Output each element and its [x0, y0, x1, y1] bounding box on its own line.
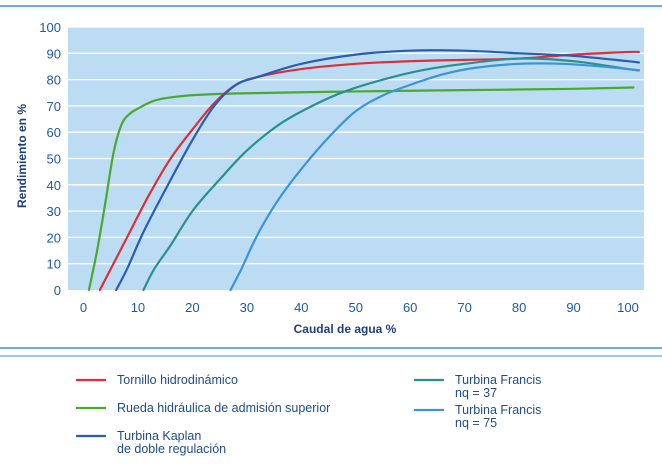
legend-label: nq = 37	[455, 386, 497, 400]
legend-label: Turbina Francis	[455, 403, 541, 417]
x-tick-label: 70	[457, 300, 471, 315]
legend: Tornillo hidrodinámico Rueda hidráulica d…	[76, 373, 541, 456]
y-tick-label: 100	[39, 20, 61, 35]
y-axis-label: Rendimiento en %	[15, 104, 29, 208]
y-tick-labels: 0 10 20 30 40 50 60 70 80 90 100	[39, 20, 61, 298]
grid-lines	[68, 26, 644, 265]
y-tick-label: 0	[54, 283, 61, 298]
y-tick-label: 10	[47, 257, 61, 272]
legend-label: Turbina Kaplan	[117, 429, 201, 443]
x-tick-label: 30	[240, 300, 254, 315]
y-tick-label: 60	[47, 125, 61, 140]
series-line	[229, 62, 640, 292]
legend-label: Tornillo hidrodinámico	[117, 373, 238, 387]
series-lines	[87, 49, 640, 292]
x-tick-label: 60	[403, 300, 417, 315]
x-tick-label: 80	[512, 300, 526, 315]
y-tick-label: 40	[47, 178, 61, 193]
x-tick-labels: 0 10 20 30 40 50 60 70 80 90 100	[80, 300, 639, 315]
series-line	[115, 49, 640, 292]
y-tick-label: 70	[47, 99, 61, 114]
x-tick-label: 100	[617, 300, 639, 315]
legend-label: nq = 75	[455, 416, 497, 430]
series-line	[142, 57, 640, 292]
series-line	[87, 86, 635, 292]
x-tick-label: 20	[185, 300, 199, 315]
x-tick-label: 90	[566, 300, 580, 315]
legend-label: de doble regulación	[117, 442, 226, 456]
y-tick-label: 20	[47, 230, 61, 245]
y-tick-label: 90	[47, 46, 61, 61]
y-tick-label: 80	[47, 73, 61, 88]
x-tick-label: 0	[80, 300, 87, 315]
legend-label: Turbina Francis	[455, 373, 541, 387]
x-tick-label: 50	[349, 300, 363, 315]
x-tick-label: 10	[131, 300, 145, 315]
legend-label: Rueda hidráulica de admisión superior	[117, 401, 330, 415]
y-tick-label: 30	[47, 204, 61, 219]
y-tick-label: 50	[47, 152, 61, 167]
x-tick-label: 40	[294, 300, 308, 315]
x-axis-label: Caudal de agua %	[294, 322, 397, 336]
